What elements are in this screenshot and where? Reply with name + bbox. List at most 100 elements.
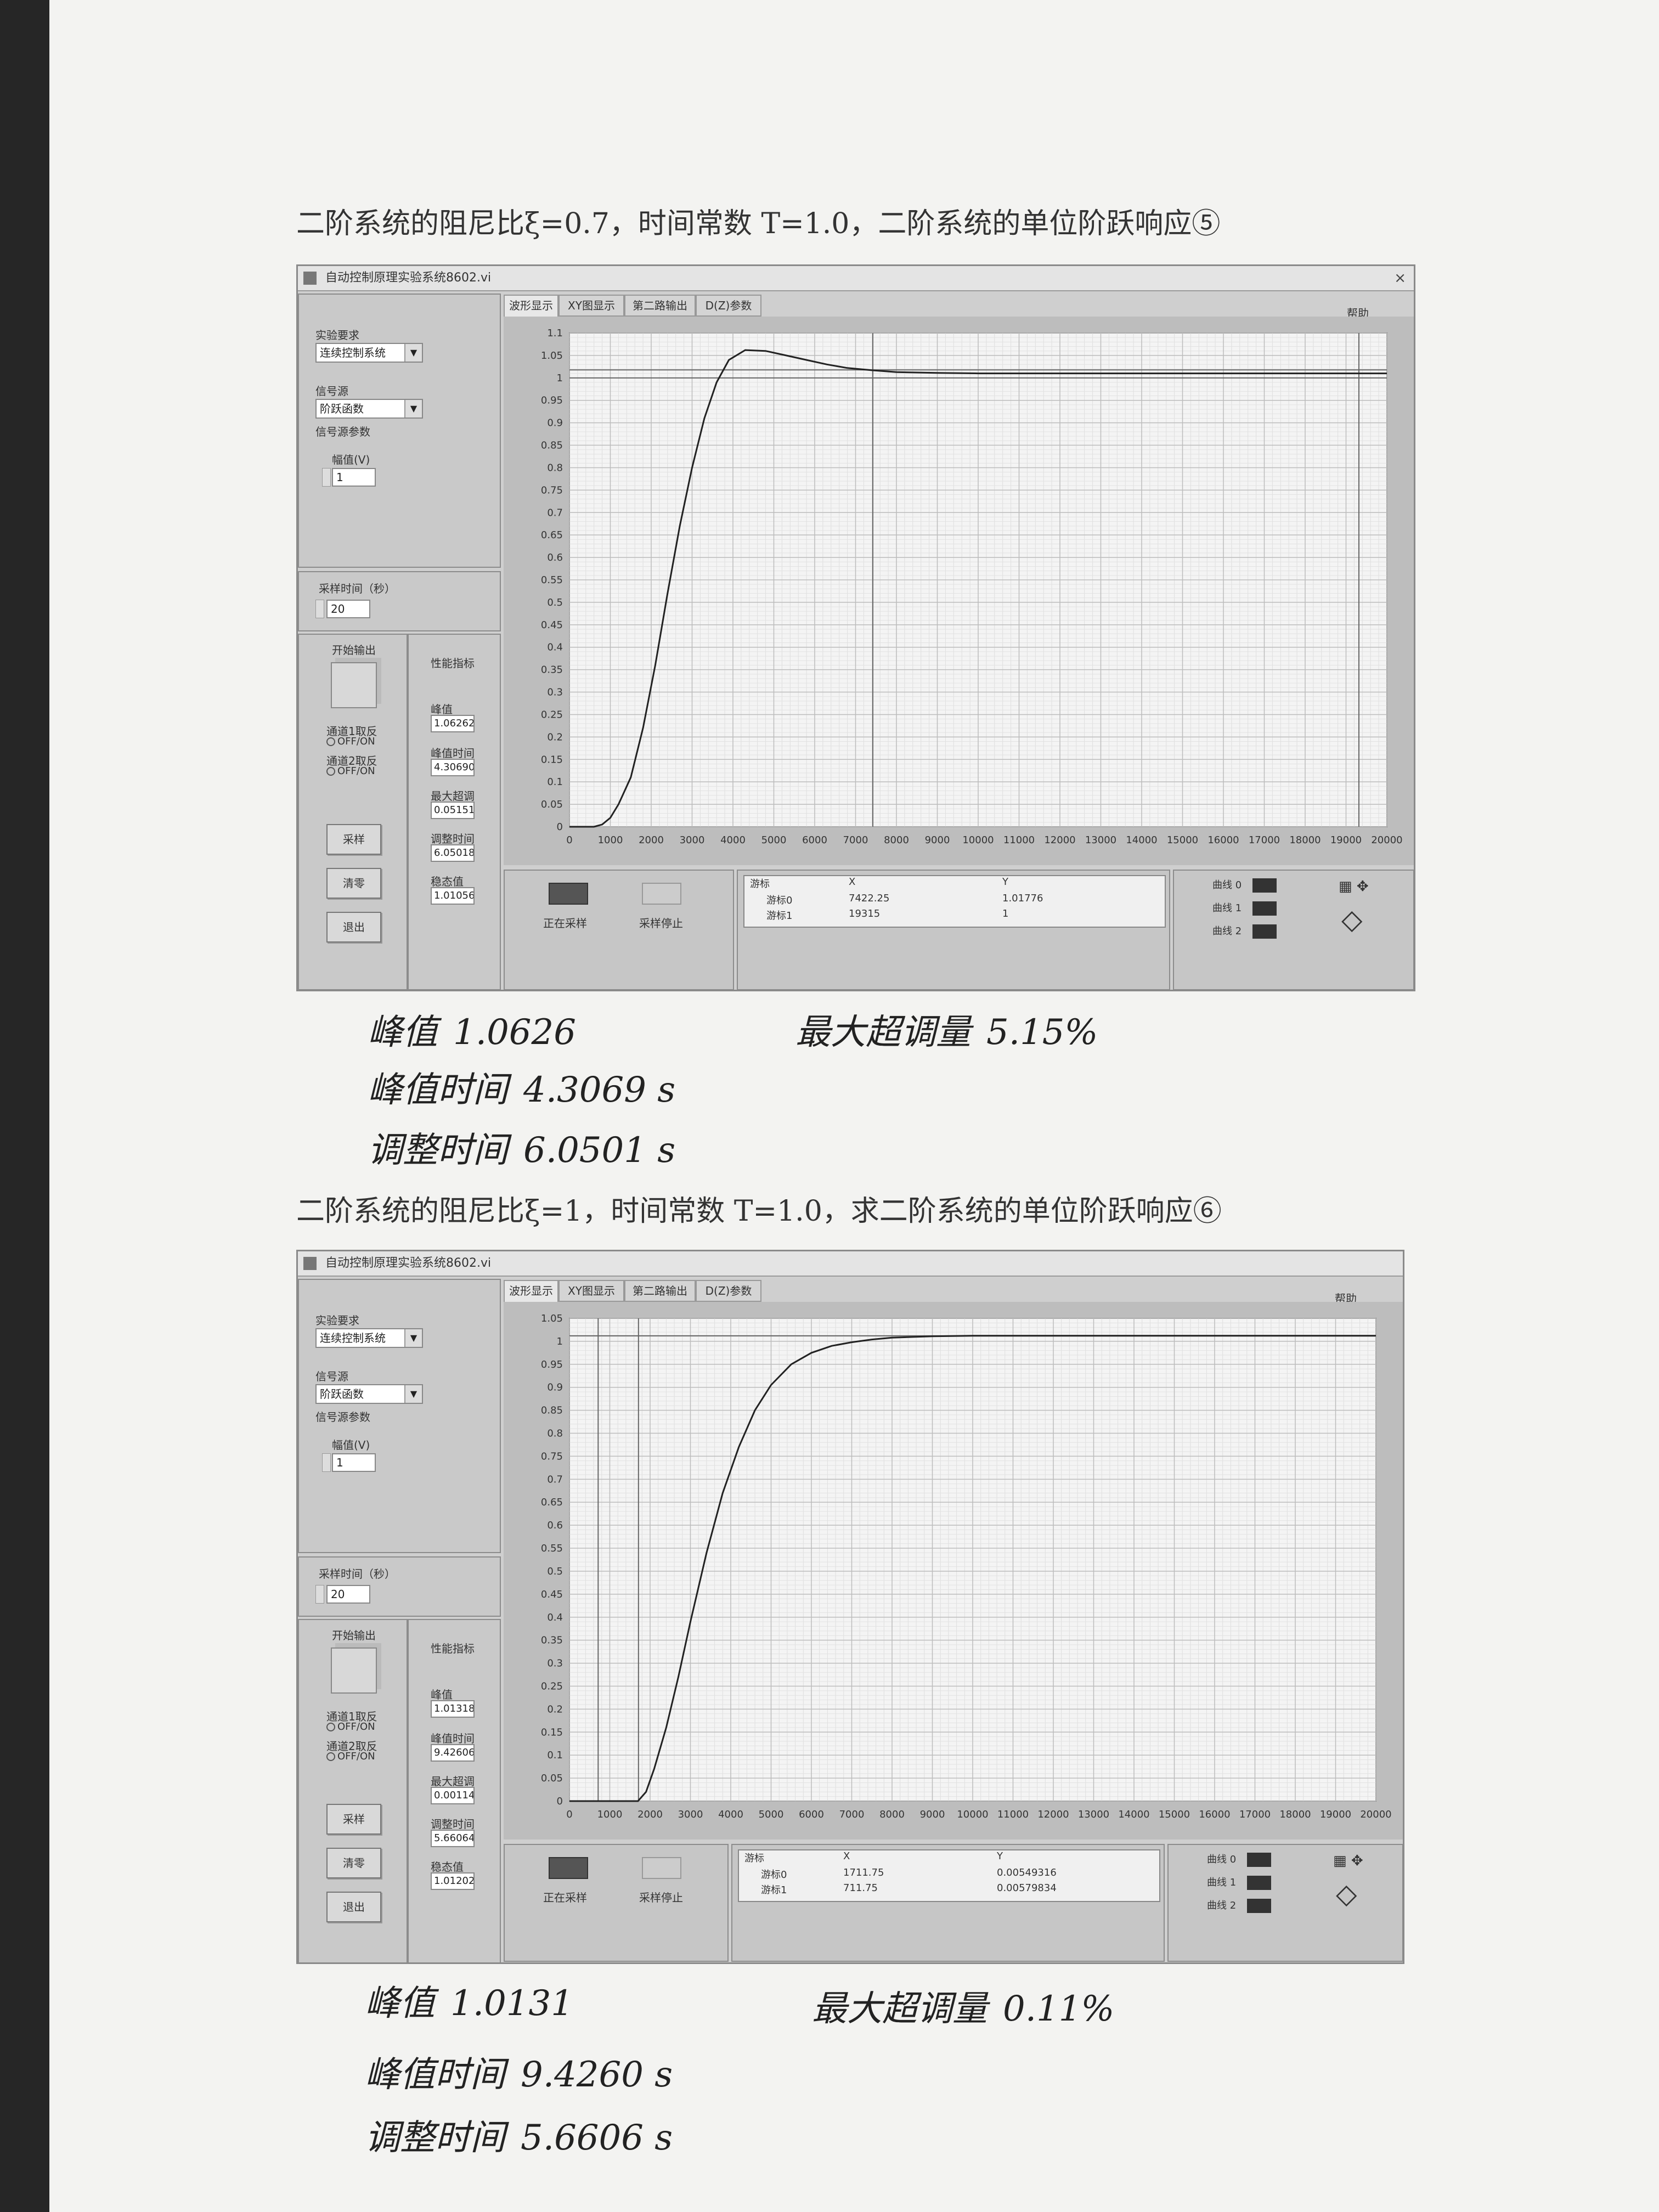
x-tick-label: 2000 [637,1809,663,1820]
ch1-toggle[interactable]: OFF/ON [326,736,375,747]
x-tick-label: 4000 [718,1809,743,1820]
table-row[interactable]: 游标0 1711.75 0.00549316 [739,1867,1159,1882]
zoom-tool-icon[interactable]: ▦ ✥ [1339,878,1369,895]
y-tick-label: 0.4 [547,1612,563,1623]
sample-time-input[interactable]: 20 [326,1585,370,1604]
ch2-toggle[interactable]: OFF/ON [326,765,375,777]
sample-button[interactable]: 采样 [326,824,381,855]
y-tick-label: 0.9 [547,1382,563,1393]
pan-tool-icon[interactable]: ◇ [1336,1878,1357,1910]
exit-button[interactable]: 退出 [326,912,381,943]
source-select[interactable]: 阶跃函数 ▼ [315,399,423,419]
table-row[interactable]: 游标0 7422.25 1.01776 [744,893,1165,908]
sample-time-spinner[interactable] [315,1585,324,1604]
source-select[interactable]: 阶跃函数 ▼ [315,1384,423,1404]
sample-button[interactable]: 采样 [326,1804,381,1835]
cursor-y: 0.00549316 [997,1867,1057,1878]
start-output-button[interactable] [331,662,377,708]
amplitude-spinner[interactable] [322,1453,331,1472]
chart-area-2: 0 1000 2000 3000 4000 5000 6000 7000 8000 9000 100… [504,1302,1403,1839]
chevron-down-icon: ▼ [404,1329,422,1347]
curve-1[interactable]: 曲线 1 [1207,1875,1272,1890]
x-tick-label: 20000 [1371,834,1402,846]
cursor-x: 711.75 [843,1882,878,1894]
start-output-label: 开始输出 [332,1629,376,1642]
pan-tool-icon[interactable]: ◇ [1341,904,1363,935]
curve-2[interactable]: 曲线 2 [1207,1898,1272,1913]
x-tick-label: 3000 [680,834,705,846]
x-tick-label: 10000 [962,834,994,846]
x-tick-label: 8000 [884,834,909,846]
curve-0[interactable]: 曲线 0 [1212,877,1277,893]
y-tick-label: 0.35 [541,1635,563,1646]
exit-button[interactable]: 退出 [326,1892,381,1922]
tab-waveform[interactable]: 波形显示 [504,295,558,317]
y-tick-label: 0.7 [547,1474,563,1485]
y-tick-label: 1 [557,373,563,384]
sample-time-label: 采样时间（秒） [319,1567,396,1581]
amplitude-input[interactable]: 1 [332,468,376,487]
y-tick-label: 0.1 [547,776,563,788]
ch1-toggle[interactable]: OFF/ON [326,1721,375,1733]
status-panel: 正在采样 采样停止 [504,1844,729,1962]
tab-xy[interactable]: XY图显示 [558,295,624,317]
ch2-toggle[interactable]: OFF/ON [326,1751,375,1762]
curve-0[interactable]: 曲线 0 [1207,1852,1272,1867]
amplitude-spinner[interactable] [322,468,331,487]
response-curve [569,1335,1376,1802]
metric-overshoot-value: 0.00114 [431,1787,475,1804]
metric-label: 峰值时间 [431,747,475,760]
clear-button[interactable]: 清零 [326,868,381,899]
y-tick-label: 0.65 [541,529,563,541]
curve-2[interactable]: 曲线 2 [1212,923,1277,939]
sample-time-spinner[interactable] [315,600,324,618]
metric-peak-time-value: 9.42606 [431,1744,475,1762]
amplitude-input[interactable]: 1 [332,1453,376,1472]
tab-second-output[interactable]: 第二路输出 [624,1280,696,1302]
metric-label: 调整时间 [431,832,475,845]
experiment-select[interactable]: 连续控制系统 ▼ [315,1328,423,1348]
line-style-icon [1252,924,1277,939]
y-tick-label: 0.2 [547,731,563,743]
y-tick-label: 0.95 [541,395,563,407]
metric-settling-time-value: 6.05018 [431,844,475,862]
tab-second-output[interactable]: 第二路输出 [624,295,696,317]
cursor-y: 1 [1002,908,1009,919]
y-tick-label: 0.55 [541,1543,563,1554]
table-row[interactable]: 游标1 19315 1 [744,908,1165,923]
tab-xy[interactable]: XY图显示 [558,1280,624,1302]
close-icon[interactable]: × [1394,270,1406,286]
source-params-label: 信号源参数 [315,425,370,438]
clear-button[interactable]: 清零 [326,1848,381,1878]
x-tick-label: 5000 [761,834,787,846]
cursor-table[interactable]: 游标 X Y 游标0 1711.75 0.00549316 游标1 711.75… [738,1849,1160,1902]
sample-time-input[interactable]: 20 [326,600,370,618]
table-row[interactable]: 游标1 711.75 0.00579834 [739,1882,1159,1898]
note-overshoot-1: 最大超调量 5.15% [795,1012,1098,1053]
curve-legend: 曲线 0 曲线 1 曲线 2 ▦ ✥ ◇ [1173,870,1414,990]
cursor-table[interactable]: 游标 X Y 游标0 7422.25 1.01776 游标1 19315 1 [743,875,1166,928]
zoom-tool-icon[interactable]: ▦ ✥ [1333,1853,1363,1869]
experiment-value: 连续控制系统 [320,1331,386,1345]
chevron-down-icon: ▼ [404,344,422,362]
y-tick-label: 0.6 [547,552,563,563]
x-tick-label: 17000 [1249,834,1280,846]
tab-dz-params[interactable]: D(Z)参数 [696,1280,761,1302]
amplitude-label: 幅值(V) [332,1438,370,1452]
cursor-x: 19315 [849,908,881,919]
section-1-heading: 二阶系统的阻尼比ξ=0.7，时间常数 T=1.0，二阶系统的单位阶跃响应⑤ [296,207,1221,240]
tab-dz-params[interactable]: D(Z)参数 [696,295,761,317]
cursor-name: 游标0 [766,895,793,906]
start-output-button[interactable] [331,1647,377,1694]
x-tick-label: 13000 [1085,834,1116,846]
curve-1[interactable]: 曲线 1 [1212,900,1277,916]
tab-waveform[interactable]: 波形显示 [504,1280,558,1302]
x-tick-label: 12000 [1044,834,1075,846]
y-tick-label: 0.1 [547,1750,563,1761]
stop-indicator [642,883,681,905]
source-params-label: 信号源参数 [315,1410,370,1424]
x-tick-label: 9000 [920,1809,945,1820]
start-output-label: 开始输出 [332,644,376,657]
x-tick-label: 2000 [639,834,664,846]
experiment-select[interactable]: 连续控制系统 ▼ [315,343,423,363]
